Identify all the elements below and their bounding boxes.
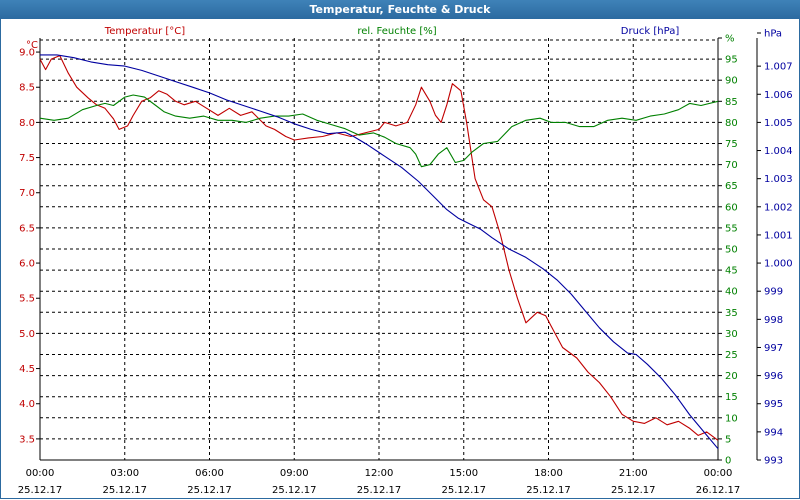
pressure-axis-title: Druck [hPa] [621,26,680,37]
humidity-tick-label: 90 [725,76,738,87]
humidity-tick-label: 30 [725,329,738,340]
humidity-tick-label: 75 [725,139,738,150]
humidity-tick-label: 95 [725,55,738,66]
humidity-tick-label: 10 [725,413,738,424]
x-tick-time: 06:00 [195,468,224,479]
x-tick-time: 00:00 [26,468,55,479]
pressure-tick-label: 1.005 [764,118,793,129]
temp-tick-label: 5.0 [19,329,35,340]
humidity-tick-label: 55 [725,223,738,234]
chart-title: Temperatur, Feuchte & Druck [0,0,800,19]
temp-tick-label: 5.5 [19,294,35,305]
x-tick-time: 18:00 [534,468,563,479]
pressure-tick-label: 993 [764,456,783,467]
humidity-tick-label: 65 [725,181,738,192]
humidity-tick-label: 70 [725,160,738,171]
x-tick-time: 09:00 [280,468,309,479]
temp-tick-label: 4.0 [19,399,35,410]
pressure-tick-label: 997 [764,343,783,354]
pressure-tick-label: 996 [764,371,783,382]
humidity-tick-label: 25 [725,350,738,361]
x-tick-time: 12:00 [365,468,394,479]
humidity-tick-label: 15 [725,392,738,403]
temp-axis-title: Temperatur [°C] [104,26,185,37]
temp-tick-label: 7.5 [19,153,35,164]
pressure-tick-label: 998 [764,315,783,326]
x-tick-date: 25.12.17 [18,485,63,496]
humidity-line [39,94,719,168]
pressure-tick-label: 999 [764,287,783,298]
temp-tick-label: 6.5 [19,223,35,234]
x-tick-date: 25.12.17 [611,485,656,496]
pressure-tick-label: 1.000 [764,259,793,270]
humidity-tick-label: 45 [725,266,738,277]
x-tick-date: 25.12.17 [441,485,486,496]
x-tick-time: 03:00 [110,468,139,479]
pressure-tick-label: 995 [764,399,783,410]
x-tick-date: 25.12.17 [102,485,147,496]
x-tick-time: 15:00 [449,468,478,479]
x-tick-date: 25.12.17 [526,485,571,496]
axes [36,32,761,461]
temperature-line [39,55,719,441]
pressure-tick-label: 1.001 [764,230,793,241]
x-tick-time: 21:00 [619,468,648,479]
pressure-tick-label: 994 [764,427,783,438]
temp-tick-label: 4.5 [19,364,35,375]
pressure-tick-label: 1.007 [764,62,793,73]
x-tick-date: 25.12.17 [357,485,402,496]
series-lines [39,54,719,450]
pressure-line [40,54,719,450]
pressure-tick-label: 1.003 [764,174,793,185]
humidity-tick-label: 85 [725,97,738,108]
humidity-tick-label: 50 [725,245,738,256]
x-tick-date: 26.12.17 [696,485,741,496]
temp-tick-label: 7.0 [19,188,35,199]
temp-tick-label: 6.0 [19,259,35,270]
temp-tick-label: 3.5 [19,434,35,445]
x-tick-date: 25.12.17 [272,485,317,496]
temp-tick-label: 9.0 [19,48,35,59]
x-tick-date: 25.12.17 [187,485,232,496]
humidity-tick-label: 60 [725,202,738,213]
temp-tick-label: 8.5 [19,83,35,94]
axis-labels: 00:00 25.12.17 03:00 25.12.17 06:00 25.12.17 0… [18,26,793,496]
x-tick-time: 00:00 [704,468,733,479]
humidity-tick-label: 20 [725,371,738,382]
temp-unit-label: °C [26,40,38,51]
humidity-tick-label: % [725,34,735,45]
humidity-tick-label: 0 [725,456,731,467]
temp-tick-label: 8.0 [19,118,35,129]
pressure-tick-label: 1.002 [764,202,793,213]
humidity-axis-title: rel. Feuchte [%] [357,26,436,37]
humidity-tick-label: 80 [725,118,738,129]
humidity-tick-label: 40 [725,287,738,298]
pressure-tick-label: 1.004 [764,146,793,157]
pressure-tick-label: 1.006 [764,90,793,101]
humidity-tick-label: 35 [725,308,738,319]
humidity-tick-label: 5 [725,434,731,445]
pressure-tick-label: hPa [764,29,782,40]
